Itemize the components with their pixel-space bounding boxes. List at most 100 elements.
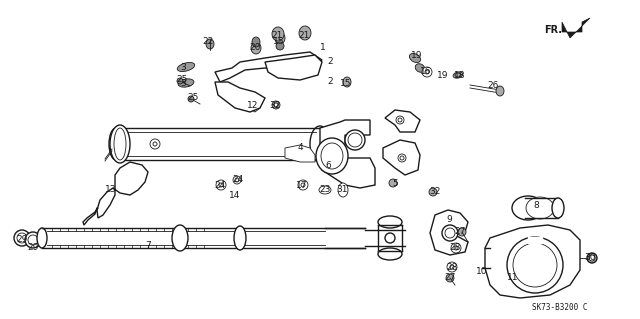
Circle shape [450,265,454,269]
Polygon shape [215,82,265,112]
Ellipse shape [319,186,331,194]
Circle shape [17,233,27,243]
Ellipse shape [206,39,214,49]
Text: 7: 7 [145,241,151,249]
Ellipse shape [552,198,564,218]
Text: 3: 3 [180,78,186,87]
Ellipse shape [37,228,47,248]
Ellipse shape [378,216,402,228]
Circle shape [422,67,432,77]
Circle shape [425,70,429,74]
Circle shape [272,101,280,109]
Text: 23: 23 [319,186,331,195]
Circle shape [14,230,30,246]
Circle shape [442,225,458,241]
Ellipse shape [526,197,554,219]
Ellipse shape [109,128,123,160]
Circle shape [446,274,454,282]
Ellipse shape [453,72,463,78]
Circle shape [235,178,239,182]
Circle shape [233,176,241,184]
Text: 29: 29 [16,235,28,244]
Text: 32: 32 [429,188,441,197]
Text: 27: 27 [454,227,466,236]
Circle shape [252,101,258,107]
Ellipse shape [348,133,362,147]
Text: 19: 19 [437,70,449,79]
Ellipse shape [455,73,461,77]
Circle shape [445,228,455,238]
Text: 28: 28 [446,263,458,271]
Polygon shape [385,110,420,132]
Circle shape [177,78,183,84]
Circle shape [398,118,402,122]
Polygon shape [320,120,370,160]
Ellipse shape [172,225,188,251]
Ellipse shape [378,248,402,260]
Text: 14: 14 [229,190,241,199]
Ellipse shape [338,183,348,197]
Text: 6: 6 [325,160,331,169]
Text: 16: 16 [420,68,432,77]
Ellipse shape [234,226,246,250]
Ellipse shape [299,26,311,40]
Ellipse shape [415,64,425,72]
Polygon shape [383,140,420,175]
Text: 11: 11 [508,273,519,283]
Text: 18: 18 [454,70,466,79]
Text: 31: 31 [336,186,348,195]
Circle shape [25,232,41,248]
Ellipse shape [178,79,194,87]
Circle shape [458,228,466,236]
Circle shape [513,243,557,287]
Polygon shape [430,210,468,255]
Text: 25: 25 [176,76,188,85]
Text: 15: 15 [273,38,285,47]
Polygon shape [285,145,315,162]
Text: 1: 1 [320,42,326,51]
Polygon shape [248,98,260,112]
Ellipse shape [252,37,260,47]
Text: 20: 20 [250,43,260,53]
Ellipse shape [345,130,365,150]
Ellipse shape [316,138,348,174]
Text: 2: 2 [327,57,333,66]
Text: 12: 12 [247,100,259,109]
Text: 3: 3 [180,63,186,71]
Ellipse shape [251,42,261,54]
Polygon shape [562,18,590,38]
Text: 21: 21 [271,31,283,40]
Circle shape [587,253,597,263]
Circle shape [398,154,406,162]
Circle shape [301,183,305,187]
Text: 9: 9 [446,216,452,225]
Circle shape [454,246,458,250]
Text: 8: 8 [533,201,539,210]
Ellipse shape [496,86,504,96]
Text: 5: 5 [392,179,398,188]
Circle shape [188,96,194,102]
Text: 13: 13 [105,186,116,195]
Circle shape [153,142,157,146]
Circle shape [396,116,404,124]
Circle shape [451,243,461,253]
Text: 10: 10 [476,268,488,277]
Circle shape [150,139,160,149]
Circle shape [389,179,397,187]
Circle shape [298,180,308,190]
Ellipse shape [275,32,285,44]
Text: 24: 24 [232,175,244,184]
Text: 24: 24 [214,181,226,189]
Polygon shape [528,237,542,243]
Text: 15: 15 [340,78,352,87]
Ellipse shape [177,63,195,71]
Text: 25: 25 [188,93,198,102]
Ellipse shape [343,77,351,87]
Text: 32: 32 [269,100,281,109]
Text: 19: 19 [412,50,423,60]
Text: 30: 30 [584,254,596,263]
Circle shape [216,180,226,190]
Ellipse shape [114,128,126,160]
Text: FR.: FR. [544,25,562,35]
Circle shape [447,262,457,272]
